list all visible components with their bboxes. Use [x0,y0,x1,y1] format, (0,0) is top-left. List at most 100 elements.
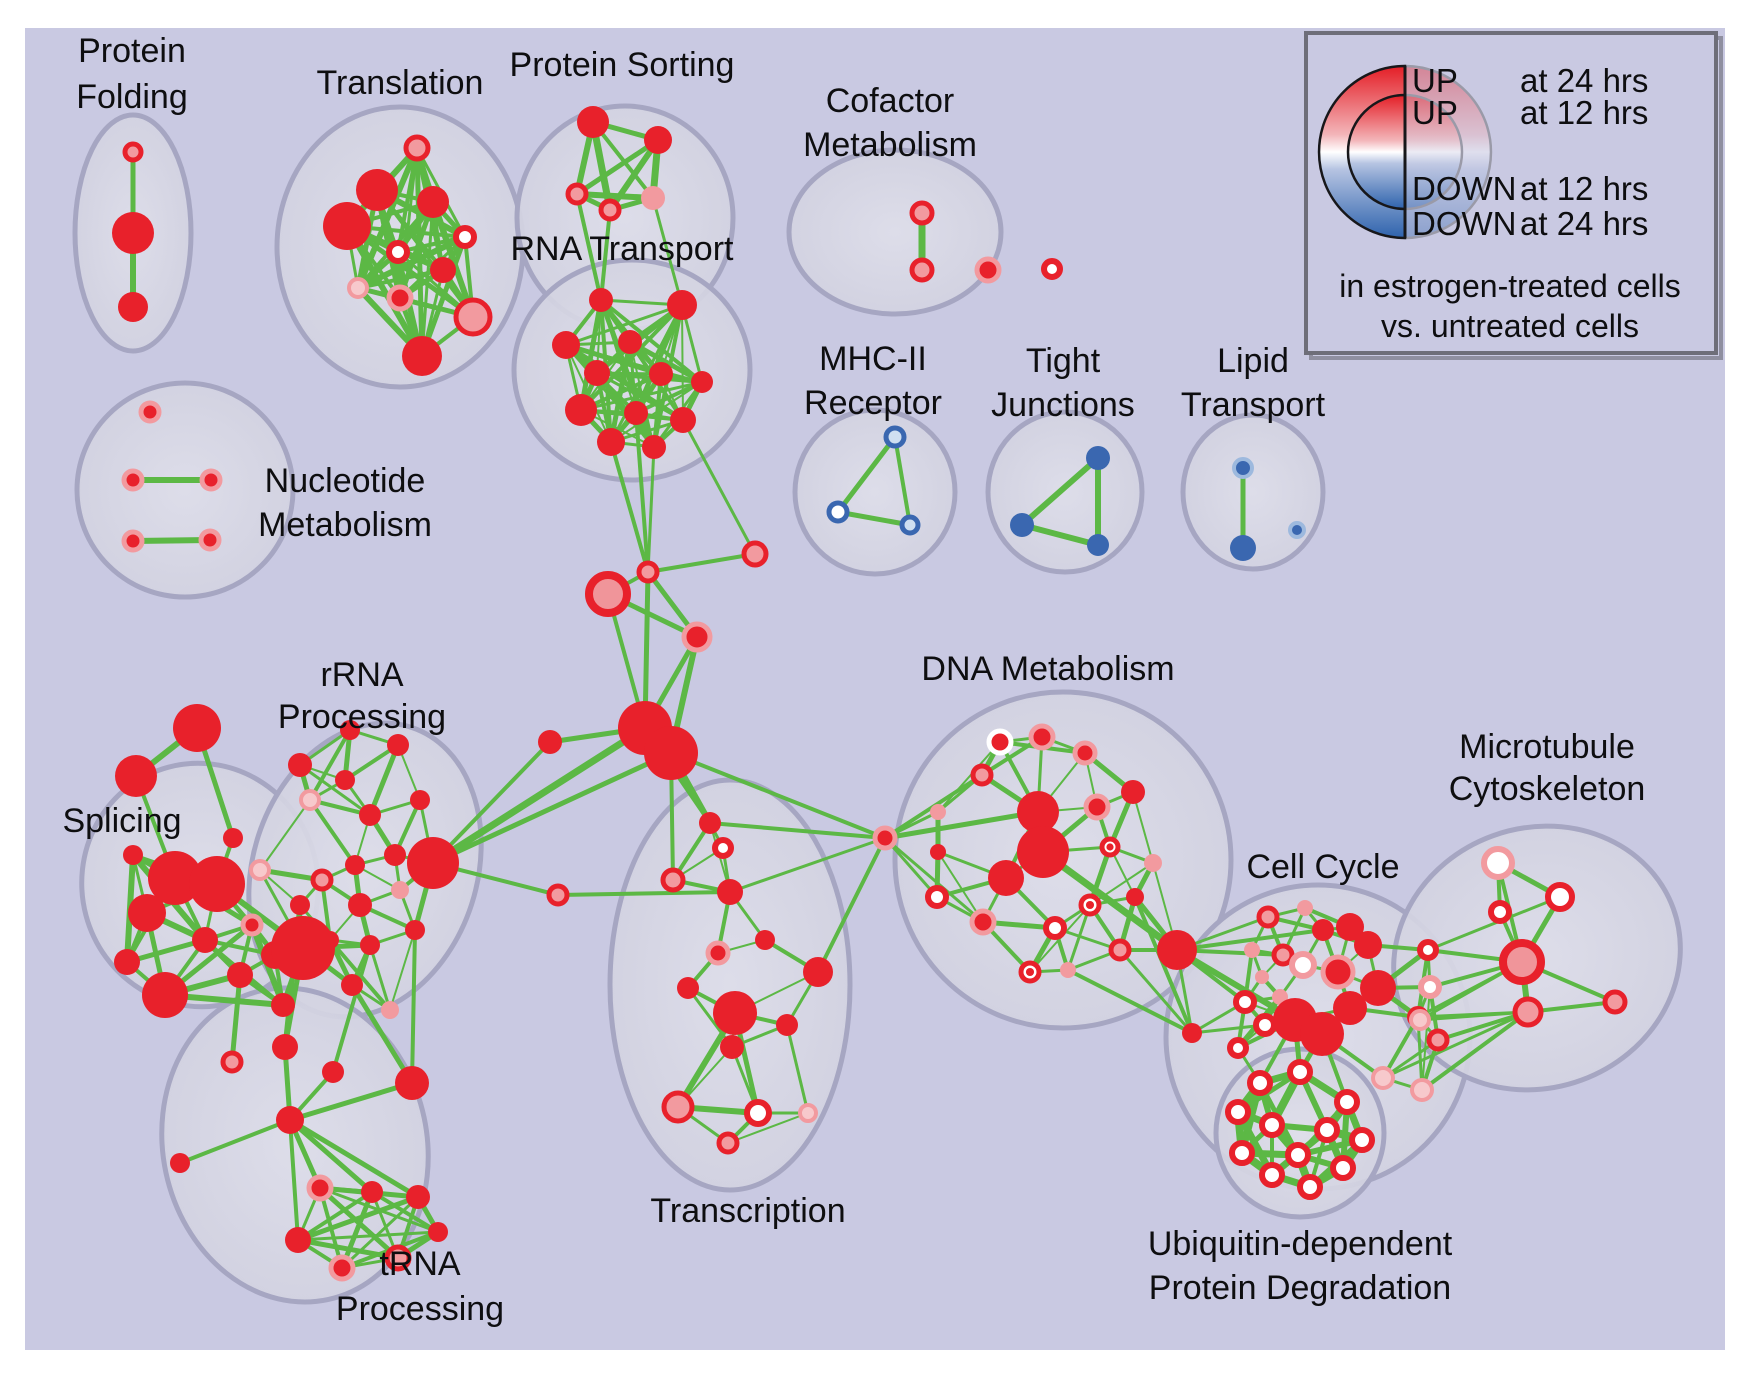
node-rt10 [670,407,696,433]
edge [1426,895,1562,952]
edge [287,1117,375,1195]
edge [574,137,661,197]
node-c4 [1336,913,1364,941]
node-c8 [1289,951,1317,979]
node-cf1 [909,200,935,226]
edge [344,223,476,320]
node-c1 [1256,905,1280,929]
node-u5 [1259,1112,1285,1138]
node-c14 [1253,1013,1277,1037]
edge [575,192,603,302]
edge [331,943,372,1074]
edge [389,929,416,1011]
edge [1418,1010,1530,1022]
node-u6 [1314,1117,1340,1143]
node-t4 [323,202,371,250]
cluster-label-dna-metabolism: DNA Metabolism [921,650,1174,688]
legend-glyph-inner-right [1403,93,1464,211]
cluster-label-tight-junctions: Tight [1026,342,1101,380]
node-d5 [930,804,946,820]
node-d12 [969,908,997,936]
node-c6 [1244,942,1260,958]
node-u7 [1229,1140,1255,1166]
node-mt8 [1602,989,1628,1015]
node-r16 [405,920,425,940]
edge [1019,522,1101,548]
node-tj1 [1086,446,1110,470]
node-d10 [1144,854,1162,872]
node-u10 [1259,1162,1285,1188]
node-mt9 [1409,1009,1431,1031]
node-r19 [341,974,363,996]
node-t11 [402,336,442,376]
node-t10 [453,297,493,337]
edge [646,552,757,574]
node-t2 [356,169,398,211]
cluster-label-rrna-processing: rRNA [320,656,403,694]
node-r12 [310,868,334,892]
edge [295,1194,421,1243]
node-tn5 [276,1106,304,1134]
node-sp_t3 [223,828,243,848]
node-r7 [359,804,381,826]
edge [1190,1023,1267,1035]
edge [308,728,352,802]
node-mt7 [1512,996,1544,1028]
node-c12 [1233,990,1257,1014]
edge [178,1118,292,1165]
edge [883,836,985,924]
node-d3 [1072,740,1098,766]
node-mt3 [1488,900,1512,924]
node-m2 [826,500,850,524]
node-dot-d18 [1025,967,1035,977]
legend-note-0: in estrogen-treated cells [1339,268,1681,304]
node-s7 [240,913,264,937]
edge [287,1080,415,1123]
node-t6 [386,240,410,264]
node-c9 [1320,954,1356,990]
legend-direction-3: DOWN [1412,205,1516,242]
node-c18 [1227,1037,1249,1059]
node-s3 [128,894,166,932]
node-r9 [407,837,459,889]
node-rt12 [642,435,666,459]
node-u8 [1285,1142,1311,1168]
edge [229,972,243,1065]
edge [627,339,705,385]
node-x12 [776,1014,798,1036]
node-c24 [1410,1078,1434,1102]
cluster-ellipse-mhc-ii-receptor [792,407,958,577]
edge [367,742,401,818]
node-c11 [1255,970,1269,984]
node-tn4 [395,1066,429,1100]
node-mt4 [1499,939,1545,985]
node-d16 [1108,938,1132,962]
cluster-label-nucleotide-metabolism: Metabolism [258,506,432,544]
node-x4 [717,879,743,905]
edge [579,380,704,412]
cluster-label-microtubule-cytoskeleton: Microtubule [1459,728,1635,766]
node-r3 [387,734,409,756]
node-rt1 [589,288,613,312]
edge [599,208,612,302]
node-hub_b [644,726,698,780]
edge [599,298,704,384]
edge [1381,1010,1530,1080]
node-n3 [199,468,223,492]
node-tn6 [170,1153,190,1173]
node-cf3 [974,256,1002,284]
node-x7 [755,930,775,950]
cluster-label-protein-sorting: Protein Sorting [510,46,735,84]
node-r2 [340,720,360,740]
node-s6 [192,927,218,953]
node-x3 [660,867,686,893]
node-rt8 [565,394,597,426]
node-x6 [872,825,898,851]
node-x14 [661,1090,695,1124]
cluster-ellipse-cofactor-metabolism [786,147,1004,317]
node-x17 [716,1131,740,1155]
node-d2 [1028,723,1056,751]
node-u12 [1330,1155,1356,1181]
nodes [112,106,1628,1282]
